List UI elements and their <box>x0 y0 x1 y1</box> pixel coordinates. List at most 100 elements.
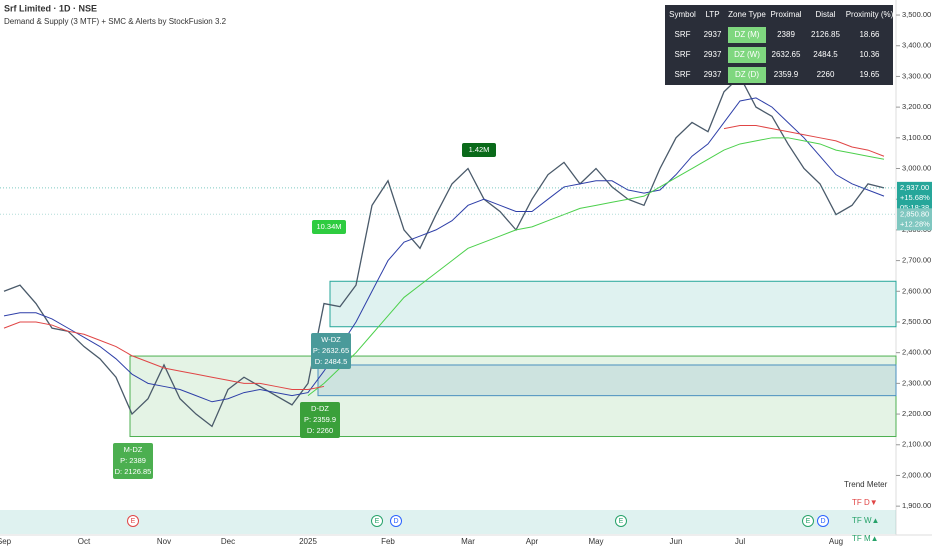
chart-subtitle: Demand & Supply (3 MTF) + SMC & Alerts b… <box>4 17 227 26</box>
y-tick-label: 2,700.00 <box>902 256 931 265</box>
x-tick-label: Sep <box>0 537 12 546</box>
zone-label: D: 2484.5 <box>315 357 348 366</box>
y-tick-label: 2,500.00 <box>902 317 931 326</box>
x-tick-label: Dec <box>221 537 235 546</box>
table-cell: 2937 <box>704 50 722 59</box>
table-header: Zone Type <box>728 10 766 19</box>
zone <box>129 355 897 438</box>
table-cell: SRF <box>675 30 691 39</box>
y-tick-label: 3,000.00 <box>902 163 931 172</box>
event-label: D <box>393 518 398 525</box>
zone <box>329 280 897 328</box>
table-cell: DZ (W) <box>734 50 760 59</box>
price-tag-label: 2,850.80 <box>900 209 929 218</box>
x-tick-label: Nov <box>157 537 171 546</box>
x-tick-label: Apr <box>526 537 539 546</box>
series-line <box>3 97 885 403</box>
volume-label-box <box>462 143 496 157</box>
event-label: E <box>806 518 811 525</box>
price-tag <box>897 208 932 231</box>
y-tick-label: 2,600.00 <box>902 286 931 295</box>
zone-type-cell <box>728 67 766 83</box>
price-tag-timer: 05:18:38 <box>900 203 929 212</box>
price-tag-label: 2,937.00 <box>900 183 929 192</box>
event-label: D <box>820 518 825 525</box>
zone-label-box <box>311 333 351 369</box>
table-cell: DZ (D) <box>735 70 759 79</box>
y-tick-label: 3,400.00 <box>902 41 931 50</box>
zone-label: D: 2126.85 <box>115 467 152 476</box>
y-tick-label: 3,200.00 <box>902 102 931 111</box>
trend-meter-item: TF W▲ <box>852 516 879 525</box>
table-header: LTP <box>705 10 719 19</box>
table-header: Symbol <box>669 10 696 19</box>
y-tick-label: 2,000.00 <box>902 470 931 479</box>
y-tick-label: 2,400.00 <box>902 348 931 357</box>
event-marker <box>615 515 627 527</box>
chart-title: Srf Limited · 1D · NSE <box>4 3 97 13</box>
table-cell: 19.65 <box>859 70 880 79</box>
event-marker <box>390 515 402 527</box>
table-cell: 2359.9 <box>774 70 799 79</box>
event-marker <box>371 515 383 527</box>
y-tick-label: 3,500.00 <box>902 10 931 19</box>
event-label: E <box>619 518 624 525</box>
table-cell: 2126.85 <box>811 30 840 39</box>
event-label: E <box>131 518 136 525</box>
table-cell: SRF <box>675 70 691 79</box>
table-cell: SRF <box>675 50 691 59</box>
trend-meter-title: Trend Meter <box>844 480 888 489</box>
table-cell: 2937 <box>704 70 722 79</box>
zone-label: P: 2359.9 <box>304 415 336 424</box>
price-tag-change: +15.68% <box>900 193 930 202</box>
event-marker <box>802 515 814 527</box>
event-label: E <box>375 518 380 525</box>
zone-label: P: 2632.65 <box>313 346 349 355</box>
table-cell: 2937 <box>704 30 722 39</box>
price-tag-change: +12.28% <box>900 219 930 228</box>
zone-label: W-DZ <box>321 335 341 344</box>
table-cell: 18.66 <box>859 30 880 39</box>
zone-label-box <box>300 402 340 438</box>
y-tick-label: 2,100.00 <box>902 440 931 449</box>
y-tick-label: 3,100.00 <box>902 133 931 142</box>
zone <box>317 364 897 397</box>
zone-label: D: 2260 <box>307 426 333 435</box>
series-line <box>307 137 885 397</box>
table-cell: 2484.5 <box>813 50 838 59</box>
zone-label: D-DZ <box>311 404 329 413</box>
y-tick-label: 2,300.00 <box>902 378 931 387</box>
x-tick-label: Aug <box>829 537 843 546</box>
x-tick-label: Oct <box>78 537 91 546</box>
x-tick-label: May <box>588 537 603 546</box>
x-tick-label: Jul <box>735 537 745 546</box>
table-header: Distal <box>815 10 835 19</box>
volume-label-box <box>312 220 346 234</box>
x-tick-label: Mar <box>461 537 475 546</box>
x-tick-label: Feb <box>381 537 395 546</box>
x-tick-label: Jun <box>670 537 683 546</box>
zone-type-cell <box>728 27 766 43</box>
zone-label: M-DZ <box>124 445 143 454</box>
event-marker <box>817 515 829 527</box>
table-cell: 2389 <box>777 30 795 39</box>
zone-type-cell <box>728 47 766 63</box>
table-cell: 2260 <box>817 70 835 79</box>
events-strip <box>0 510 896 534</box>
table-header: Proximal <box>770 10 801 19</box>
event-marker <box>127 515 139 527</box>
y-tick-label: 1,900.00 <box>902 501 931 510</box>
table-header: Proximity (%) <box>846 10 894 19</box>
y-tick-label: 2,200.00 <box>902 409 931 418</box>
series-line <box>3 125 885 391</box>
trend-meter-item: TF M▲ <box>852 534 879 543</box>
x-tick-label: 2025 <box>299 537 317 546</box>
table-bg <box>665 5 893 85</box>
table-cell: DZ (M) <box>735 30 760 39</box>
table-cell: 2632.65 <box>772 50 801 59</box>
table-cell: 10.36 <box>859 50 880 59</box>
volume-label: 10.34M <box>316 222 341 231</box>
y-tick-label: 3,300.00 <box>902 71 931 80</box>
